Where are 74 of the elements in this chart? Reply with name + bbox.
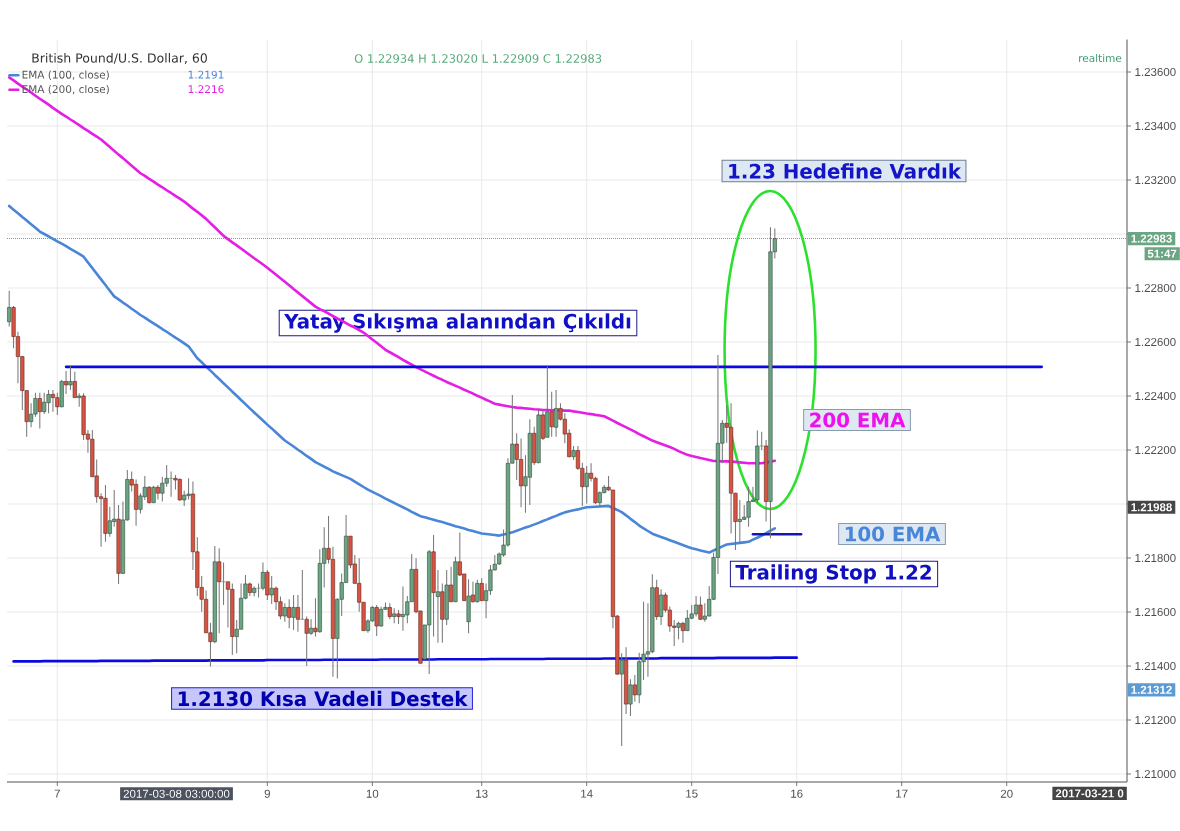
candlestick bbox=[619, 652, 624, 747]
candlestick bbox=[291, 594, 296, 631]
candlestick bbox=[217, 547, 222, 634]
text: 51:47 bbox=[1147, 249, 1177, 258]
x-tick-label: 14 bbox=[581, 789, 593, 798]
candlestick bbox=[470, 581, 475, 604]
candlestick bbox=[64, 370, 69, 395]
y-tick-label: 1.23400 bbox=[1135, 121, 1176, 131]
candlestick bbox=[155, 484, 160, 500]
x-tick-label: 7 bbox=[54, 789, 60, 798]
candlestick bbox=[584, 465, 589, 504]
candlestick bbox=[659, 588, 664, 626]
text: 1.21988 bbox=[1131, 503, 1172, 512]
candlestick bbox=[475, 579, 480, 604]
ref-line-label: 1.22983 bbox=[1131, 234, 1172, 243]
text: 2017-03-08 03:00:00 bbox=[123, 789, 230, 798]
candlestick bbox=[295, 594, 300, 633]
candlestick bbox=[7, 290, 12, 328]
candlestick bbox=[177, 477, 182, 502]
annotation: O 1.22934 H 1.23020 L 1.22909 C 1.22983 bbox=[354, 54, 602, 63]
annotation: 1.23 Hedefine Vardık bbox=[729, 163, 962, 179]
candlestick bbox=[46, 389, 51, 414]
x-tick-label: 9 bbox=[264, 789, 270, 798]
text: 2017-03-21 0 bbox=[1055, 789, 1124, 798]
candlestick bbox=[313, 597, 318, 638]
candlestick bbox=[282, 602, 287, 623]
x-tick-label: 17 bbox=[896, 789, 908, 798]
y-tick-label: 1.23200 bbox=[1135, 175, 1176, 185]
annotation: 200 EMA bbox=[810, 412, 906, 428]
y-tick-label: 1.22800 bbox=[1135, 283, 1176, 293]
y-tick-label: 1.22200 bbox=[1135, 445, 1176, 455]
y-tick-label: 1.22600 bbox=[1135, 337, 1176, 347]
candlestick bbox=[269, 575, 274, 605]
candlestick bbox=[374, 604, 379, 637]
text: 1.21312 bbox=[1131, 685, 1172, 694]
x-tick-label: 13 bbox=[476, 789, 488, 798]
legend-label: EMA (100, close) bbox=[22, 70, 109, 80]
y-tick-label: 1.23600 bbox=[1135, 67, 1176, 77]
y-tick-label: 1.21800 bbox=[1135, 553, 1176, 563]
text: British Pound/U.S. Dollar, 60 bbox=[32, 53, 207, 64]
candlestick bbox=[549, 391, 554, 438]
candlestick bbox=[632, 674, 637, 703]
y-tick-label: 1.21000 bbox=[1135, 769, 1176, 779]
candlestick bbox=[746, 486, 751, 528]
candlestick bbox=[540, 409, 545, 441]
annotation: 1.2216 bbox=[188, 85, 224, 94]
candlestick bbox=[304, 616, 309, 667]
candlestick bbox=[287, 598, 292, 629]
y-tick-label: 1.21200 bbox=[1135, 715, 1176, 725]
candlestick bbox=[68, 365, 73, 391]
candlestick bbox=[29, 402, 34, 428]
annotation: 1.2130 Kısa Vadeli Destek bbox=[178, 690, 468, 707]
annotation: 1.2191 bbox=[188, 70, 224, 79]
candlestick bbox=[37, 392, 42, 429]
candlestick bbox=[309, 618, 314, 636]
y-tick-label: 1.22400 bbox=[1135, 391, 1176, 401]
y-tick-label: 1.21600 bbox=[1135, 607, 1176, 617]
candlestick bbox=[449, 566, 454, 603]
candlestick bbox=[55, 392, 60, 416]
candlestick bbox=[260, 562, 265, 591]
candlestick bbox=[435, 569, 440, 644]
candlestick bbox=[628, 678, 633, 717]
annotation: Yatay Sıkışma alanından Çıkıldı bbox=[284, 313, 631, 333]
candlestick bbox=[42, 392, 47, 415]
candlestick bbox=[379, 606, 384, 628]
y-tick-label: 1.21400 bbox=[1135, 661, 1176, 671]
x-tick-label: 16 bbox=[791, 789, 803, 798]
annotation: realtime bbox=[1079, 53, 1122, 63]
x-tick-label: 15 bbox=[686, 789, 698, 798]
candlestick bbox=[50, 389, 55, 413]
annotation: 100 EMA bbox=[845, 526, 941, 542]
x-tick-label: 10 bbox=[366, 789, 379, 798]
x-tick-label: 20 bbox=[1000, 789, 1013, 798]
annotation: Trailing Stop 1.22 bbox=[735, 564, 931, 584]
